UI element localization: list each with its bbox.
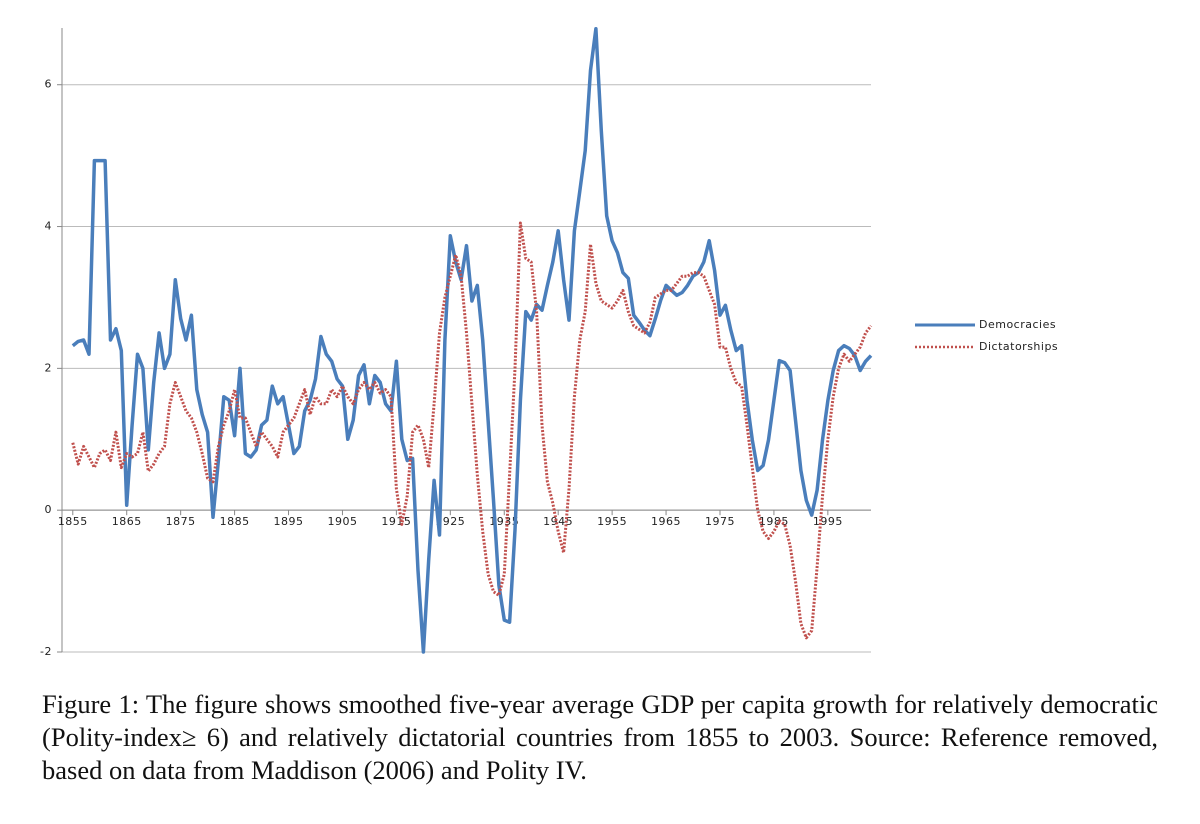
x-tick-label: 1905	[327, 515, 357, 528]
x-tick-label: 1995	[813, 515, 843, 528]
y-tick-label: 6	[45, 78, 53, 91]
x-tick-label: 1925	[435, 515, 465, 528]
x-tick-label: 1855	[58, 515, 88, 528]
x-tick-label: 1895	[274, 515, 304, 528]
x-tick-label: 1965	[651, 515, 681, 528]
x-tick-label: 1915	[381, 515, 411, 528]
y-tick-label: 4	[45, 220, 53, 233]
data-line	[71, 26, 873, 654]
x-tick-label: 1955	[597, 515, 627, 528]
legend-label: Democracies	[979, 318, 1056, 331]
x-tick-label: 1875	[166, 515, 196, 528]
chart: -2 0 2 4 6 1855 1865 1875 1885 1895 1905 1915 1925 19…	[40, 26, 1058, 658]
x-tick-label: 1865	[112, 515, 142, 528]
data-line	[71, 221, 873, 640]
x-tick-label: 1985	[759, 515, 789, 528]
figure-caption: Figure 1: The figure shows smoothed five…	[42, 689, 1158, 785]
x-tick-label: 1975	[705, 515, 735, 528]
y-tick-label: 2	[45, 361, 53, 374]
y-tick-label: -2	[40, 645, 52, 658]
legend-label: Dictatorships	[979, 340, 1058, 353]
y-tick-label: 0	[45, 503, 53, 516]
x-tick-label: 1885	[220, 515, 250, 528]
